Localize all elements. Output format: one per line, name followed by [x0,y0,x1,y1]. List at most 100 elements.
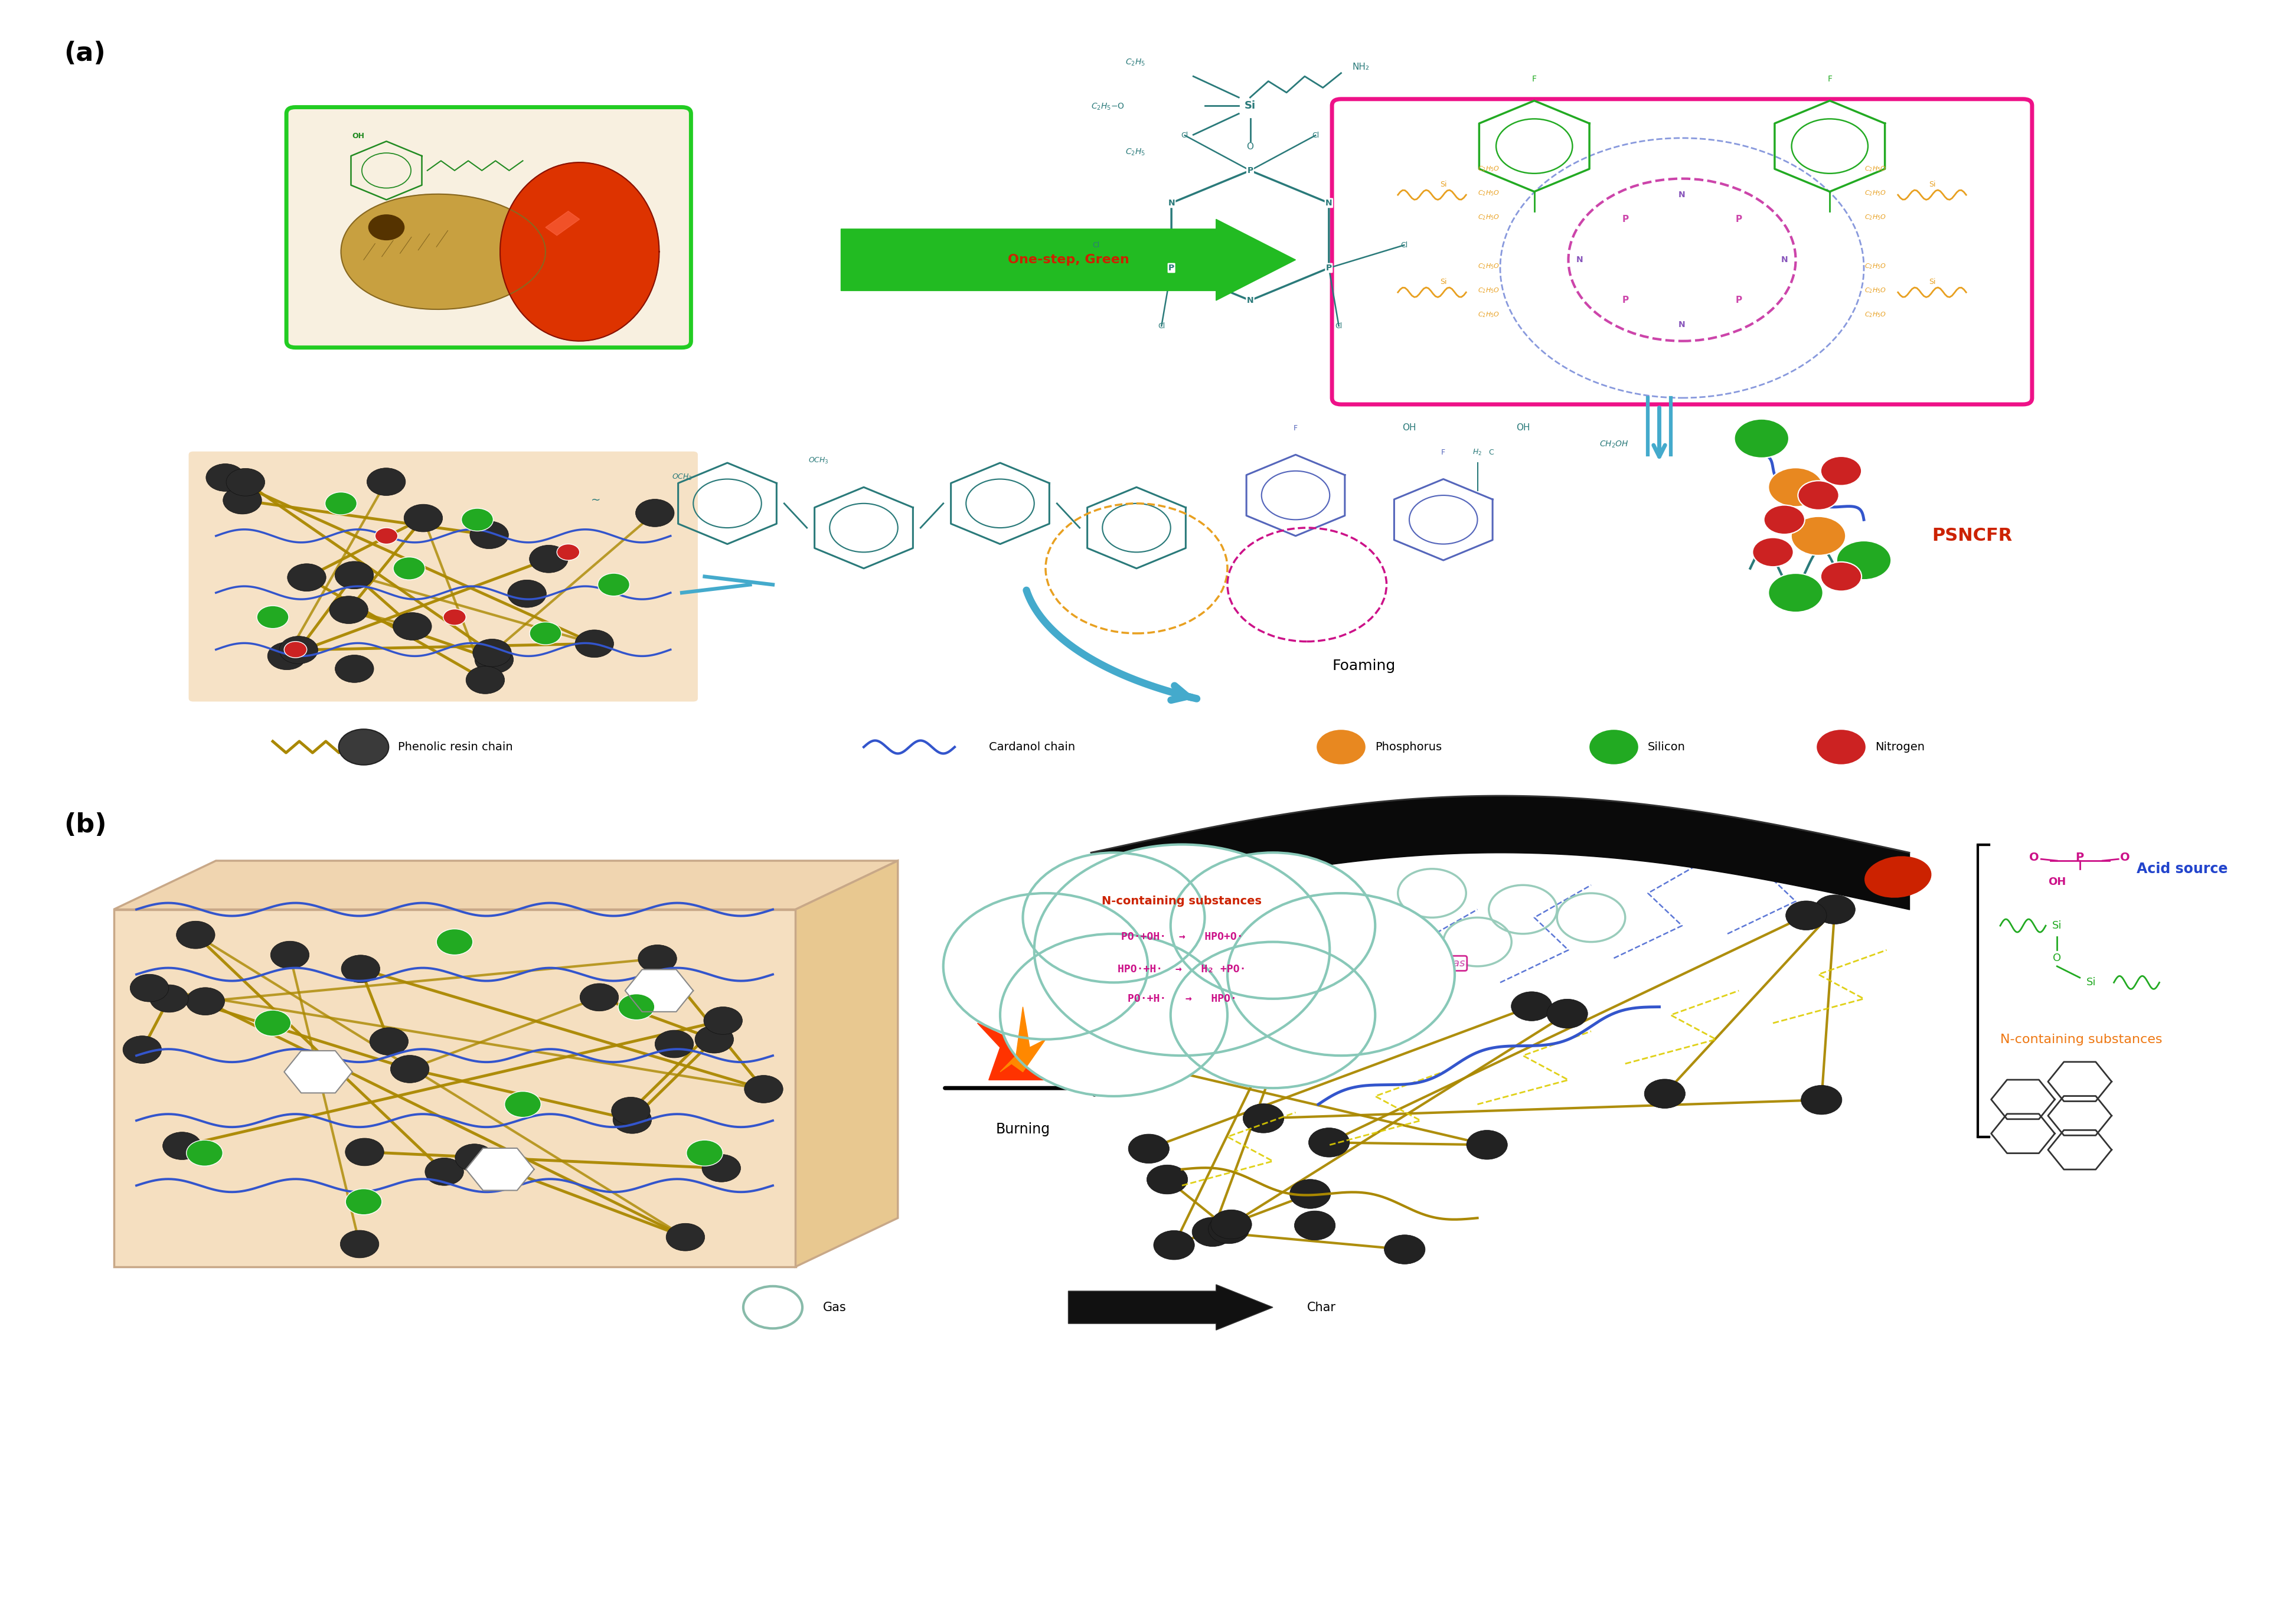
Text: $C_2H_5O$: $C_2H_5O$ [1864,188,1887,197]
Circle shape [696,1026,734,1054]
Circle shape [636,499,675,526]
Text: P: P [1623,214,1627,224]
Text: N: N [1677,190,1687,200]
Text: F: F [1441,448,1446,456]
Circle shape [186,1140,223,1166]
Text: Si: Si [2087,978,2096,987]
Text: OH: OH [2048,877,2066,887]
Circle shape [702,1155,741,1182]
FancyArrow shape [1068,1285,1273,1330]
Text: $C_2H_5O$: $C_2H_5O$ [1864,164,1887,172]
Circle shape [393,557,425,580]
Circle shape [368,214,405,240]
Circle shape [255,1010,291,1036]
Text: $OCH_3$: $OCH_3$ [807,456,830,464]
FancyBboxPatch shape [189,451,698,702]
Text: ~: ~ [591,495,600,505]
Circle shape [943,893,1148,1039]
Text: HPO·+H·  →   H₂ +PO·: HPO·+H· → H₂ +PO· [1118,965,1246,974]
Circle shape [466,666,505,693]
Circle shape [557,544,580,560]
Text: $C_2H_5$−O: $C_2H_5$−O [1091,102,1125,112]
Circle shape [505,1091,541,1117]
Circle shape [1512,992,1552,1021]
Text: $C_2H_5O$: $C_2H_5O$ [1864,310,1887,318]
Circle shape [1384,1234,1425,1263]
Circle shape [655,1030,693,1057]
Circle shape [614,1106,652,1134]
Polygon shape [500,162,659,341]
Text: P: P [1168,263,1175,273]
Text: Char: Char [1307,1301,1337,1314]
Circle shape [405,505,443,533]
Circle shape [123,1036,161,1064]
Text: OH: OH [1516,424,1530,432]
Circle shape [186,987,225,1015]
Text: F: F [1827,75,1832,83]
Text: Cl: Cl [1334,322,1343,330]
Text: Silicon: Silicon [1648,742,1687,752]
Circle shape [1212,1210,1252,1239]
Circle shape [334,562,373,590]
Text: (a): (a) [64,41,105,67]
Text: N: N [1168,198,1175,208]
Polygon shape [114,861,898,909]
Circle shape [1814,895,1855,924]
Text: $CH_2OH$: $CH_2OH$ [1600,440,1627,450]
Circle shape [1191,1218,1232,1247]
Circle shape [1227,893,1455,1056]
Text: $C_2H_5O$: $C_2H_5O$ [1864,286,1887,294]
Circle shape [1118,1049,1159,1078]
Circle shape [1127,1134,1168,1163]
Circle shape [345,1138,384,1166]
Circle shape [507,580,546,607]
Circle shape [461,508,493,531]
Text: OH: OH [1402,424,1416,432]
Circle shape [177,921,216,948]
Polygon shape [466,1148,534,1190]
Circle shape [325,492,357,515]
Circle shape [1768,573,1823,612]
Circle shape [1171,942,1375,1088]
Text: Si: Si [1246,101,1255,110]
Polygon shape [977,991,1068,1080]
Text: N: N [1246,296,1255,305]
Text: $C_2H_5O$: $C_2H_5O$ [1477,261,1500,270]
Circle shape [686,1140,723,1166]
Text: Gas: Gas [1446,958,1464,968]
Text: Nitrogen: Nitrogen [1875,742,1925,752]
Text: Phosphorus: Phosphorus [1375,742,1441,752]
Text: $OCH_3$: $OCH_3$ [671,473,693,481]
Circle shape [227,468,266,495]
Text: $H_2$: $H_2$ [1473,448,1482,456]
Circle shape [1293,1212,1334,1241]
Circle shape [1791,516,1846,555]
Text: PO·+H·   →   HPO·: PO·+H· → HPO· [1127,994,1237,1004]
Circle shape [393,612,432,640]
Circle shape [370,1028,409,1056]
Circle shape [1821,562,1862,591]
Circle shape [1000,934,1227,1096]
Circle shape [1548,999,1589,1028]
Polygon shape [546,211,580,235]
Circle shape [1734,419,1789,458]
Text: P: P [1325,263,1332,273]
Text: Si: Si [2053,921,2062,931]
Text: O: O [2030,853,2039,862]
Circle shape [270,942,309,970]
Circle shape [1296,940,1337,970]
Circle shape [743,1075,782,1103]
Circle shape [1764,505,1805,534]
Circle shape [1034,844,1330,1056]
Text: OH: OH [352,132,364,140]
Text: NH₂: NH₂ [1352,63,1371,71]
Circle shape [471,521,509,549]
Polygon shape [341,195,546,309]
Text: Burning: Burning [996,1122,1050,1137]
Circle shape [1589,729,1639,765]
Text: Cl: Cl [1400,242,1407,248]
Text: O: O [1246,143,1255,151]
Circle shape [611,1098,650,1125]
Circle shape [1023,853,1205,983]
Text: Cl: Cl [1093,242,1100,248]
